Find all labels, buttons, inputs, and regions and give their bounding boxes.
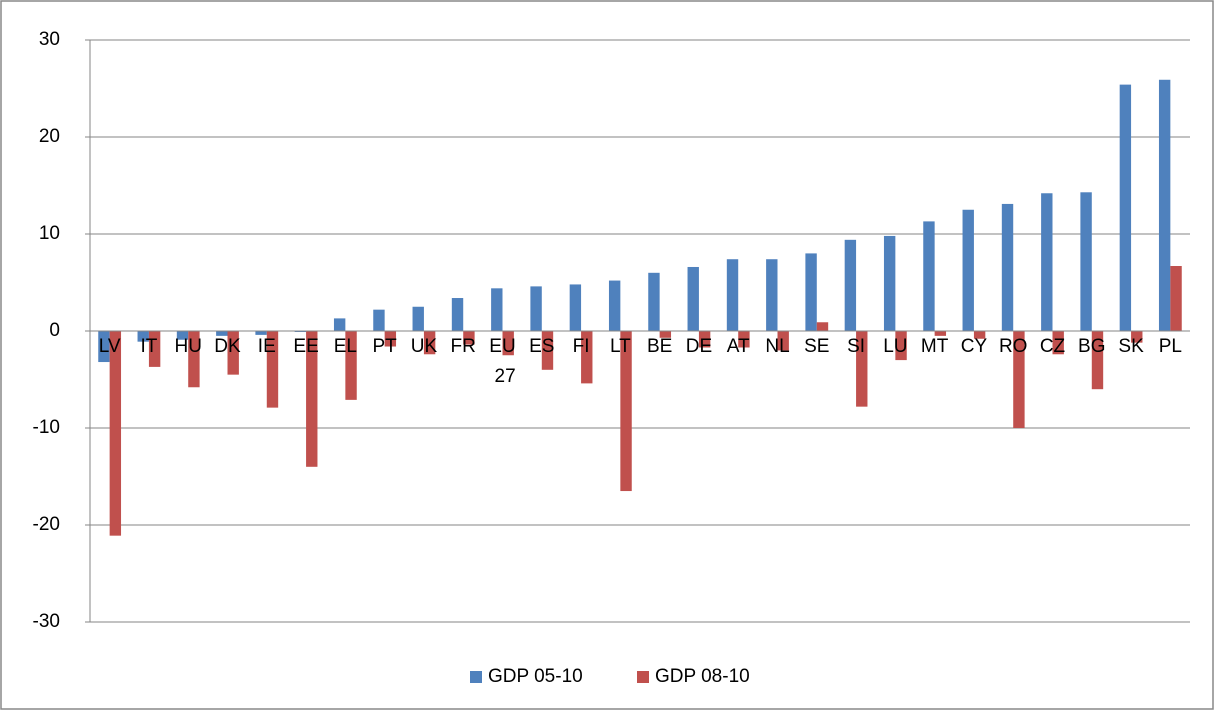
- bar: [934, 331, 947, 336]
- bar: [188, 331, 200, 388]
- bar: [1158, 79, 1171, 332]
- bar: [1041, 193, 1053, 331]
- x-tick-label: CZ: [1040, 336, 1066, 357]
- bar: [384, 331, 397, 347]
- bar: [648, 272, 660, 331]
- x-tick-label: EL: [334, 336, 357, 357]
- y-tick-label: 30: [39, 29, 60, 50]
- y-tick-label: -30: [33, 611, 60, 632]
- bar: [451, 298, 464, 331]
- bar: [698, 331, 711, 348]
- bar: [1170, 266, 1182, 331]
- x-tick-label: IE: [258, 336, 276, 357]
- bar: [1052, 331, 1064, 355]
- x-tick-label: RO: [999, 336, 1028, 357]
- bar: [726, 259, 739, 331]
- bar: [1013, 331, 1025, 428]
- bar: [1131, 331, 1143, 343]
- bar: [608, 280, 621, 331]
- bar: [777, 331, 789, 351]
- x-tick-label: SK: [1118, 336, 1144, 357]
- legend-swatch: [637, 671, 649, 683]
- legend-swatch: [470, 671, 482, 683]
- x-tick-label: MT: [921, 336, 949, 357]
- bar: [98, 331, 110, 363]
- x-tick-label: SI: [847, 336, 865, 357]
- y-tick-label: -20: [33, 514, 60, 535]
- y-tick-label: 0: [49, 320, 60, 341]
- bar: [137, 331, 149, 342]
- bar: [620, 331, 632, 492]
- bar: [1080, 192, 1092, 331]
- bar: [345, 331, 357, 400]
- bar: [844, 239, 857, 331]
- bar: [581, 331, 593, 384]
- y-tick-label: -10: [33, 417, 60, 438]
- bar: [502, 331, 514, 356]
- bar: [541, 331, 554, 370]
- x-tick-label: DK: [214, 336, 241, 357]
- bar: [738, 331, 750, 348]
- bar: [176, 331, 189, 340]
- bar: [856, 331, 868, 407]
- bar: [109, 331, 122, 536]
- x-tick-label: CY: [961, 336, 988, 357]
- bar: [412, 306, 424, 331]
- bar: [805, 253, 817, 331]
- bar: [895, 331, 907, 361]
- bar: [423, 331, 436, 355]
- bar: [306, 331, 318, 467]
- x-tick-label: HU: [174, 336, 201, 357]
- bar: [973, 331, 986, 339]
- bar: [923, 221, 935, 331]
- y-tick-label: 20: [39, 126, 60, 147]
- bar: [1119, 84, 1132, 332]
- bar: [883, 235, 896, 331]
- bar: [1091, 331, 1104, 390]
- x-tick-label: LT: [610, 336, 631, 357]
- x-tick-label: FR: [451, 336, 476, 357]
- x-tick-label: LV: [99, 336, 121, 357]
- bar: [216, 331, 228, 336]
- bar: [333, 318, 346, 331]
- x-tick-label: PT: [373, 336, 398, 357]
- bar: [766, 259, 778, 331]
- bar: [659, 331, 672, 338]
- x-tick-label: BE: [647, 336, 672, 357]
- bar: [491, 288, 503, 331]
- bar: [148, 331, 161, 367]
- bar: [962, 209, 974, 331]
- bar: [227, 331, 239, 375]
- legend-label: GDP 08-10: [655, 666, 750, 687]
- x-tick-label: FI: [573, 336, 590, 357]
- x-tick-label: AT: [727, 336, 750, 357]
- bar: [530, 286, 542, 331]
- x-tick-label: EE: [293, 336, 318, 357]
- bar: [373, 309, 385, 331]
- x-tick-label: EU 27: [489, 336, 515, 387]
- x-tick-label: SE: [804, 336, 829, 357]
- x-tick-label: IT: [140, 336, 157, 357]
- y-tick-label: 10: [39, 223, 60, 244]
- x-tick-label: BG: [1078, 336, 1105, 357]
- x-tick-label: DE: [686, 336, 712, 357]
- bar: [463, 331, 475, 345]
- bar: [255, 331, 267, 335]
- bar: [569, 284, 582, 331]
- x-tick-label: PL: [1159, 336, 1182, 357]
- bar: [1001, 203, 1014, 331]
- x-tick-label: NL: [765, 336, 789, 357]
- x-tick-label: LU: [883, 336, 907, 357]
- bar: [816, 322, 829, 331]
- legend-label: GDP 05-10: [488, 666, 583, 687]
- bar: [266, 331, 279, 408]
- x-tick-label: ES: [529, 336, 554, 357]
- bar: [687, 266, 699, 331]
- x-tick-label: UK: [411, 336, 438, 357]
